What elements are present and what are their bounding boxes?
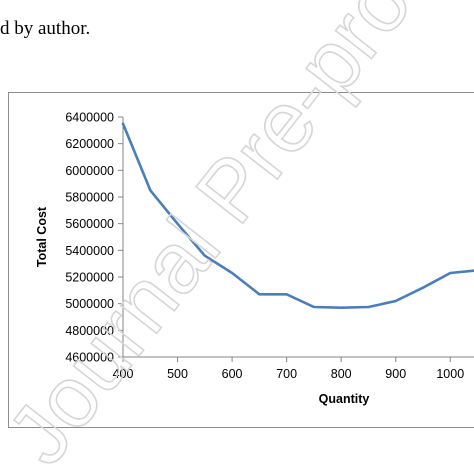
y-tick-label: 5000000 [65,297,114,311]
x-tick-label: 600 [222,367,243,381]
y-tick-label: 5200000 [65,271,114,285]
y-tick-label: 5600000 [65,217,114,231]
y-tick-label: 5800000 [65,191,114,205]
y-tick-label: 5400000 [65,244,114,258]
x-tick-label: 800 [331,367,352,381]
chart-frame: 4600000 4800000 5000000 5200000 5400000 56000… [8,92,474,428]
caption-text: d by author. [0,18,91,39]
y-tick-label: 4600000 [65,351,114,365]
y-tick-label: 6200000 [65,137,114,151]
x-tick-label: 400 [113,367,134,381]
y-axis-title: Total Cost [35,206,49,267]
y-tick-label: 4800000 [65,324,114,338]
line-chart: 4600000 4800000 5000000 5200000 5400000 56000… [35,111,474,406]
series-line [121,122,474,309]
y-tick-label: 6000000 [65,164,114,178]
x-tick-label: 500 [167,367,188,381]
x-axis-title: Quantity [319,392,370,406]
x-tick-label: 700 [276,367,297,381]
x-tick-label: 1000 [436,367,464,381]
y-tick-label: 6400000 [65,111,114,125]
x-tick-label: 900 [385,367,406,381]
